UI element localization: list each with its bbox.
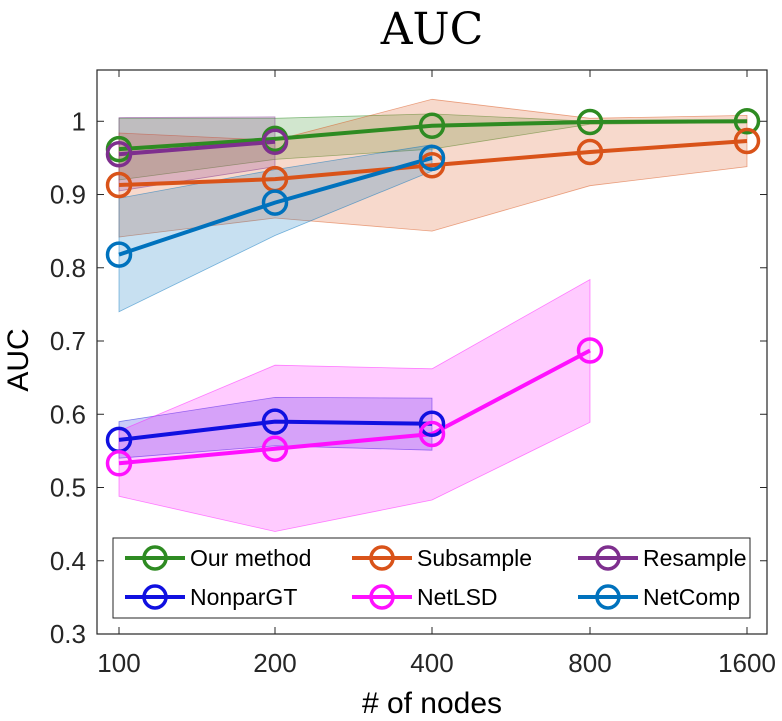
y-tick-label: 0.6 xyxy=(50,399,86,429)
marker-our-method-400 xyxy=(418,112,446,139)
marker-netlsd-400 xyxy=(418,420,446,448)
x-tick-label: 400 xyxy=(410,648,453,678)
x-tick-label: 100 xyxy=(97,648,140,678)
legend-marker-our-method xyxy=(142,545,168,571)
marker-nonpargt-200 xyxy=(261,408,289,435)
marker-subsample-400 xyxy=(418,151,446,179)
marker-netcomp-400 xyxy=(418,144,446,172)
band-netlsd xyxy=(118,278,591,532)
legend-label-our-method: Our method xyxy=(190,545,311,571)
legend: Our method Subsample Resample NonparGT NetLS… xyxy=(112,537,751,619)
marker-nonpargt-400 xyxy=(418,410,446,438)
line-our-method xyxy=(118,119,748,152)
marker-netlsd-200 xyxy=(261,435,289,462)
legend-label-resample: Resample xyxy=(643,545,747,571)
x-tick-label: 800 xyxy=(568,648,611,678)
legend-marker-nonpargt xyxy=(142,584,168,610)
series-markers xyxy=(105,108,761,477)
series-lines xyxy=(118,119,748,466)
legend-marker-netcomp xyxy=(595,584,621,610)
line-netcomp xyxy=(118,155,433,257)
x-tick-label: 1600 xyxy=(718,648,776,678)
y-tick-label: 0.9 xyxy=(50,180,86,210)
legend-box xyxy=(112,537,751,619)
line-nonpargt xyxy=(118,419,433,442)
legend-marker-resample xyxy=(595,545,621,571)
x-axis-ticks: 100 200 400 800 1600 xyxy=(97,70,776,678)
y-axis-ticks: 0.3 0.4 0.5 0.6 0.7 0.8 0.9 1 xyxy=(50,106,767,649)
marker-subsample-1600 xyxy=(733,127,761,155)
y-tick-label: 0.8 xyxy=(50,253,86,283)
legend-label-subsample: Subsample xyxy=(417,545,532,571)
marker-resample-200 xyxy=(261,128,289,156)
marker-netcomp-200 xyxy=(261,189,289,216)
legend-label-nonpargt: NonparGT xyxy=(190,584,297,610)
legend-marker-netlsd xyxy=(369,584,395,610)
marker-our-method-800 xyxy=(576,108,604,136)
marker-our-method-1600 xyxy=(733,108,761,135)
line-resample xyxy=(118,139,276,157)
legend-label-netlsd: NetLSD xyxy=(417,584,498,610)
y-tick-label: 0.3 xyxy=(50,619,86,649)
y-axis-label: AUC xyxy=(2,328,35,391)
marker-netlsd-800 xyxy=(576,337,604,364)
marker-subsample-100 xyxy=(105,171,133,199)
legend-marker-subsample xyxy=(369,545,395,571)
line-netlsd xyxy=(118,348,591,466)
y-tick-label: 0.7 xyxy=(50,326,86,356)
y-tick-label: 0.4 xyxy=(50,546,86,576)
chart-title: AUC xyxy=(380,4,484,55)
x-tick-label: 200 xyxy=(253,648,296,678)
x-axis-label: # of nodes xyxy=(362,687,502,720)
marker-resample-100 xyxy=(105,140,133,168)
marker-netlsd-100 xyxy=(105,450,133,477)
line-subsample xyxy=(118,139,748,187)
legend-label-netcomp: NetComp xyxy=(643,584,740,610)
marker-subsample-800 xyxy=(576,138,604,166)
y-tick-label: 0.5 xyxy=(50,473,86,503)
y-tick-label: 1 xyxy=(72,106,86,136)
marker-netcomp-100 xyxy=(105,241,133,268)
